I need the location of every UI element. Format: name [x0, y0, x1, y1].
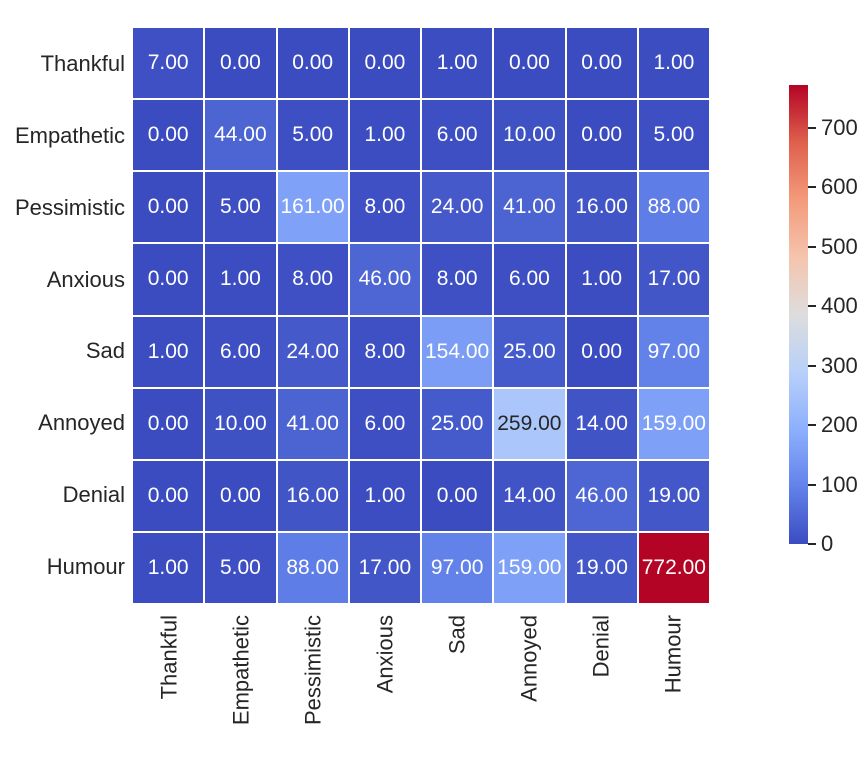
- heatmap-cell: 0.00: [133, 244, 204, 315]
- heatmap-cell: 1.00: [349, 100, 420, 171]
- heatmap-grid: 7.00 0.00 0.00 0.00 1.00 0.00 0.00 1.00 0.00 44.0…: [133, 28, 709, 603]
- heatmap-cell: 46.00: [349, 244, 420, 315]
- x-tick-label: Sad: [444, 615, 470, 655]
- heatmap-cell: 1.00: [133, 316, 204, 387]
- heatmap-cell: 1.00: [205, 244, 276, 315]
- x-tick-label: Empathetic: [228, 615, 254, 726]
- heatmap-cell: 10.00: [205, 388, 276, 459]
- colorbar-tick-mark: [808, 186, 816, 189]
- heatmap-cell: 6.00: [205, 316, 276, 387]
- heatmap-cell: 5.00: [277, 100, 348, 171]
- heatmap-cell: 0.00: [133, 388, 204, 459]
- y-tick-label: Empathetic: [14, 122, 125, 148]
- y-tick-label: Annoyed: [38, 410, 125, 436]
- heatmap-cell: 6.00: [494, 244, 565, 315]
- heatmap-cell: 1.00: [422, 28, 493, 99]
- heatmap-cell: 5.00: [205, 172, 276, 243]
- heatmap-cell: 0.00: [349, 28, 420, 99]
- colorbar-tick-mark: [808, 364, 816, 367]
- heatmap-cell: 159.00: [638, 388, 709, 459]
- colorbar-tick-label: 700: [821, 114, 858, 140]
- heatmap-cell: 41.00: [494, 172, 565, 243]
- heatmap-cell: 0.00: [566, 100, 637, 171]
- colorbar-tick-label: 400: [821, 293, 858, 319]
- colorbar-tick-label: 500: [821, 233, 858, 259]
- colorbar: [789, 85, 808, 544]
- heatmap-cell: 0.00: [277, 28, 348, 99]
- x-tick-label: Anxious: [372, 615, 398, 694]
- heatmap-cell: 97.00: [422, 532, 493, 603]
- heatmap-cell: 10.00: [494, 100, 565, 171]
- heatmap-cell: 46.00: [566, 460, 637, 531]
- x-tick-label: Denial: [588, 615, 614, 678]
- colorbar-tick-mark: [808, 245, 816, 248]
- y-tick-label: Denial: [62, 482, 125, 508]
- heatmap-cell: 0.00: [133, 100, 204, 171]
- y-tick-label: Anxious: [46, 266, 125, 292]
- heatmap-cell: 8.00: [277, 244, 348, 315]
- heatmap-cell: 6.00: [422, 100, 493, 171]
- heatmap-cell: 97.00: [638, 316, 709, 387]
- heatmap-cell: 25.00: [494, 316, 565, 387]
- heatmap-cell: 14.00: [566, 388, 637, 459]
- heatmap-cell: 159.00: [494, 532, 565, 603]
- colorbar-tick-label: 0: [821, 531, 834, 556]
- x-tick-label: Annoyed: [516, 615, 542, 702]
- heatmap-cell: 16.00: [566, 172, 637, 243]
- heatmap-cell: 16.00: [277, 460, 348, 531]
- heatmap-cell: 17.00: [349, 532, 420, 603]
- heatmap-cell: 0.00: [133, 460, 204, 531]
- heatmap-cell: 17.00: [638, 244, 709, 315]
- heatmap-cell: 8.00: [422, 244, 493, 315]
- y-tick-label: Thankful: [40, 50, 125, 76]
- heatmap-cell: 25.00: [422, 388, 493, 459]
- heatmap-cell: 1.00: [566, 244, 637, 315]
- heatmap-cell: 0.00: [566, 316, 637, 387]
- colorbar-tick-mark: [808, 305, 816, 308]
- heatmap-cell: 24.00: [422, 172, 493, 243]
- heatmap-cell: 772.00: [638, 532, 709, 603]
- heatmap-cell: 24.00: [277, 316, 348, 387]
- y-tick-label: Pessimistic: [14, 194, 125, 220]
- colorbar-tick-mark: [808, 424, 816, 427]
- heatmap-cell: 0.00: [133, 172, 204, 243]
- heatmap-cell: 6.00: [349, 388, 420, 459]
- x-tick-label: Thankful: [156, 615, 182, 700]
- heatmap-cell: 88.00: [277, 532, 348, 603]
- x-tick-label: Pessimistic: [300, 615, 326, 726]
- heatmap-cell: 44.00: [205, 100, 276, 171]
- heatmap-cell: 19.00: [638, 460, 709, 531]
- colorbar-tick-mark: [808, 126, 816, 129]
- heatmap-cell: 0.00: [566, 28, 637, 99]
- heatmap-cell: 1.00: [349, 460, 420, 531]
- colorbar-tick-label: 100: [821, 471, 858, 497]
- heatmap-cell: 161.00: [277, 172, 348, 243]
- heatmap-cell: 41.00: [277, 388, 348, 459]
- heatmap-cell: 259.00: [494, 388, 565, 459]
- heatmap-cell: 0.00: [494, 28, 565, 99]
- heatmap-cell: 0.00: [205, 460, 276, 531]
- heatmap-cell: 8.00: [349, 172, 420, 243]
- heatmap-cell: 19.00: [566, 532, 637, 603]
- y-tick-label: Sad: [85, 338, 125, 364]
- colorbar-tick-label: 200: [821, 412, 858, 438]
- heatmap-cell: 8.00: [349, 316, 420, 387]
- heatmap-cell: 5.00: [638, 100, 709, 171]
- x-tick-label: Humour: [660, 615, 686, 694]
- heatmap-cell: 5.00: [205, 532, 276, 603]
- heatmap-cell: 7.00: [133, 28, 204, 99]
- heatmap-cell: 154.00: [422, 316, 493, 387]
- colorbar-tick-mark: [808, 483, 816, 486]
- heatmap-cell: 88.00: [638, 172, 709, 243]
- colorbar-tick-mark: [808, 543, 816, 545]
- heatmap-cell: 14.00: [494, 460, 565, 531]
- y-tick-label: Humour: [46, 554, 125, 580]
- colorbar-tick-label: 600: [821, 174, 858, 200]
- heatmap-cell: 1.00: [133, 532, 204, 603]
- heatmap-cell: 1.00: [638, 28, 709, 99]
- colorbar-tick-label: 300: [821, 352, 858, 378]
- heatmap-cell: 0.00: [422, 460, 493, 531]
- heatmap-cell: 0.00: [205, 28, 276, 99]
